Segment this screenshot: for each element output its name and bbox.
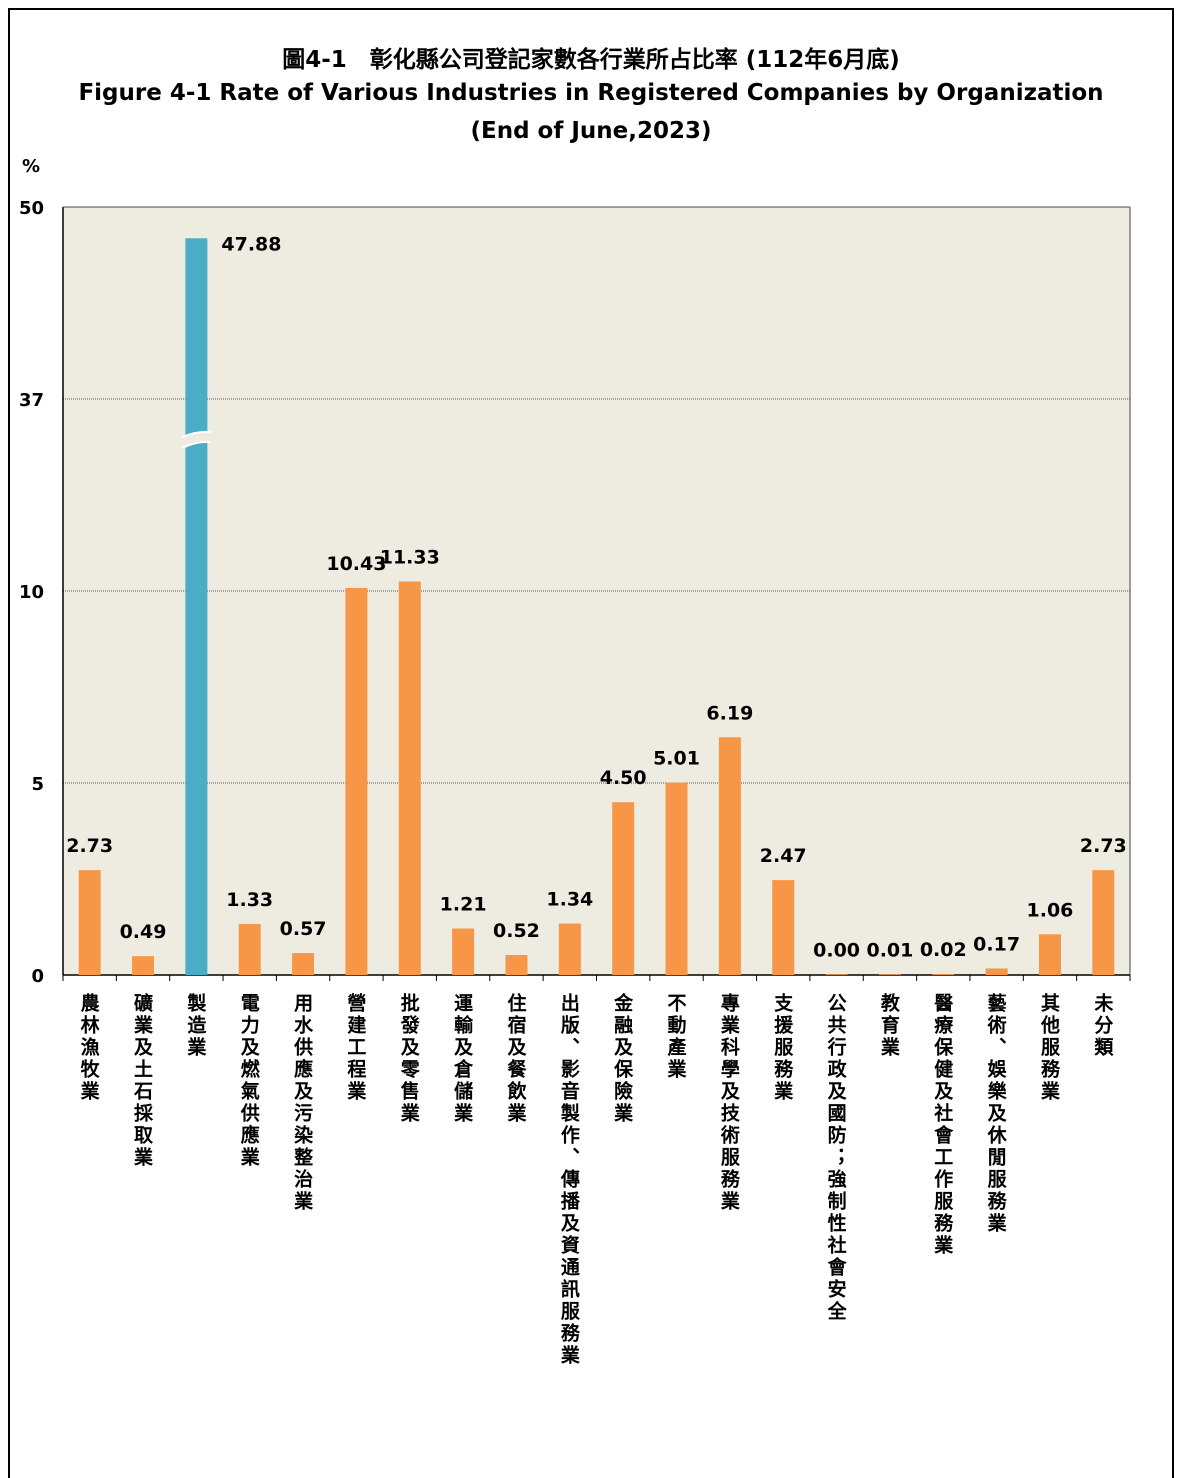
data-label: 1.21: [440, 894, 487, 916]
data-label: 2.73: [1080, 835, 1127, 857]
x-tick-label: 公共行政及國防；強制性社會安全: [824, 993, 847, 1323]
x-tick-label: 營建工程業: [344, 993, 367, 1103]
x-tick-label: 製造業: [184, 993, 207, 1059]
x-tick-label: 農林漁牧業: [77, 993, 100, 1103]
bar: [558, 923, 581, 975]
data-label: 4.50: [600, 767, 647, 789]
y-tick-label: 5: [31, 774, 44, 795]
x-tick-label: 出版、影音製作、傳播及資通訊服務業: [557, 993, 580, 1367]
y-tick-label: 37: [19, 390, 44, 411]
plot-area: [63, 207, 1130, 975]
data-label: 2.47: [760, 845, 807, 867]
bar: [878, 974, 901, 975]
bar: [985, 968, 1008, 975]
data-label: 0.02: [920, 939, 967, 961]
data-label: 0.49: [120, 921, 167, 943]
data-label: 0.17: [973, 933, 1020, 955]
chart-frame: [8, 8, 1174, 1478]
x-tick-label: 專業科學及技術服務業: [717, 993, 740, 1213]
data-label: 1.34: [546, 889, 593, 911]
x-tick-label: 礦業及土石採取業: [131, 993, 154, 1169]
x-tick-label: 其他服務業: [1037, 993, 1060, 1103]
data-label: 0.01: [866, 939, 913, 961]
bar: [932, 974, 955, 975]
x-tick-label: 支援服務業: [771, 993, 794, 1103]
bar: [1092, 870, 1115, 975]
y-tick-label: 50: [19, 198, 44, 219]
data-label: 1.33: [226, 889, 273, 911]
bar: [398, 581, 421, 975]
chart-title-zh: 圖4-1 彰化縣公司登記家數各行業所占比率 (112年6月底): [282, 47, 900, 73]
chart-title-en: Figure 4-1 Rate of Various Industries in…: [78, 80, 1104, 106]
x-tick-label: 電力及燃氣供應業: [237, 993, 260, 1169]
bar: [825, 974, 848, 975]
bar: [238, 923, 261, 975]
x-tick-label: 藝術、娛樂及休閒服務業: [984, 993, 1007, 1235]
y-axis-unit: %: [22, 156, 41, 177]
axis-break-line: [181, 430, 211, 438]
bar: [292, 953, 315, 975]
x-tick-label: 運輸及倉儲業: [451, 993, 474, 1125]
chart-title-en-date: (End of June,2023): [470, 118, 712, 144]
bar: [78, 870, 101, 975]
y-tick-label: 10: [19, 582, 44, 603]
data-label: 1.06: [1027, 899, 1074, 921]
x-tick-label: 未分類: [1091, 993, 1114, 1059]
data-label: 2.73: [66, 835, 113, 857]
x-tick-label: 用水供應及污染整治業: [291, 993, 314, 1213]
axis-break-line: [181, 440, 211, 449]
data-label: 0.00: [813, 939, 860, 961]
data-label: 11.33: [380, 547, 440, 569]
x-tick-label: 住宿及餐飲業: [504, 993, 527, 1125]
x-tick-label: 教育業: [877, 993, 900, 1059]
data-label: 0.52: [493, 920, 540, 942]
bar: [665, 782, 688, 975]
data-label: 5.01: [653, 748, 700, 770]
data-label: 6.19: [706, 702, 753, 724]
bar: [718, 737, 741, 975]
bar: [185, 238, 208, 975]
x-tick-label: 金融及保險業: [611, 993, 634, 1125]
data-label: 10.43: [326, 553, 386, 575]
x-tick-label: 批發及零售業: [397, 993, 420, 1125]
y-tick-label: 0: [31, 966, 44, 987]
bar: [772, 880, 795, 975]
x-tick-label: 不動產業: [664, 993, 687, 1081]
bar: [1038, 934, 1061, 975]
bar: [345, 587, 368, 975]
bar: [612, 802, 635, 975]
data-label: 0.57: [280, 918, 327, 940]
bar: [452, 928, 475, 975]
data-label: 47.88: [221, 233, 281, 255]
x-tick-label: 醫療保健及社會工作服務業: [931, 993, 954, 1257]
bar: [505, 955, 528, 975]
bar: [132, 956, 155, 975]
